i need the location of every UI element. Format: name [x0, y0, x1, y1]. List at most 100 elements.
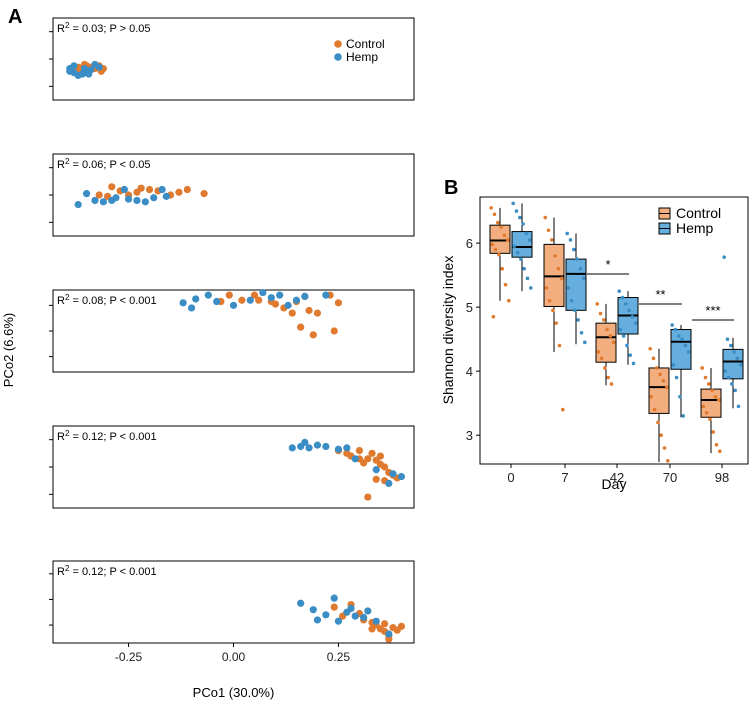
- control-jitter-point: [608, 334, 613, 338]
- hemp-jitter-point: [681, 414, 685, 418]
- control-jitter-point: [553, 254, 557, 258]
- hemp-jitter-point: [730, 382, 734, 386]
- control-point: [376, 452, 385, 460]
- hemp-jitter-point: [625, 343, 629, 348]
- hemp-point: [343, 444, 351, 452]
- control-jitter-point: [503, 282, 508, 287]
- control-point: [200, 190, 208, 198]
- hemp-jitter-point: [677, 334, 681, 338]
- hemp-jitter-point: [511, 201, 515, 206]
- control-point: [313, 309, 322, 317]
- control-point: [364, 493, 372, 501]
- control-point: [372, 475, 380, 483]
- control-jitter-point: [554, 321, 558, 325]
- control-jitter-point: [491, 314, 496, 319]
- hemp-point: [347, 604, 355, 613]
- control-jitter-point: [500, 266, 505, 271]
- control-point: [175, 188, 183, 196]
- panel-a-label: A: [8, 6, 22, 28]
- control-jitter-point: [505, 238, 510, 242]
- control-jitter-point: [557, 343, 562, 348]
- hemp-jitter-point: [671, 362, 676, 367]
- significance-label: *: [605, 257, 610, 272]
- hemp-point: [82, 190, 91, 198]
- hemp-jitter-point: [569, 298, 574, 303]
- control-point: [255, 296, 263, 304]
- control-jitter-point: [489, 206, 494, 210]
- stat-annotation: R2 = 0.06; P < 0.05: [57, 157, 151, 171]
- hemp-jitter-point: [722, 255, 726, 259]
- control-point: [225, 291, 233, 299]
- control-jitter-point: [550, 238, 554, 242]
- hemp-point: [288, 444, 296, 452]
- control-jitter-point: [606, 375, 610, 380]
- hemp-point: [246, 296, 254, 304]
- hemp-point: [351, 612, 359, 620]
- boxplot-frame: [479, 196, 749, 465]
- hemp-point: [259, 288, 267, 297]
- hemp-point: [192, 295, 200, 303]
- control-point: [355, 447, 364, 455]
- stat-annotation: R2 = 0.12; P < 0.001: [57, 564, 157, 578]
- hemp-point: [389, 470, 397, 478]
- hemp-jitter-point: [521, 222, 525, 226]
- hemp-point: [213, 297, 221, 306]
- hemp-point: [334, 617, 343, 625]
- control-point: [145, 185, 154, 194]
- y-tick-label: 3: [466, 428, 473, 443]
- hemp-jitter-point: [617, 289, 621, 293]
- x-tick-label: 0.00: [222, 650, 246, 664]
- control-point: [368, 449, 376, 457]
- hemp-jitter-point: [620, 295, 625, 300]
- hemp-jitter-point: [733, 388, 737, 393]
- hemp-point: [187, 304, 196, 312]
- control-jitter-point: [661, 378, 666, 383]
- hemp-jitter-point: [683, 343, 688, 348]
- hemp-jitter-point: [576, 318, 580, 322]
- control-jitter-point: [701, 404, 706, 409]
- hemp-jitter-point: [529, 286, 533, 290]
- x-axis-label: Day: [602, 476, 627, 492]
- hemp-jitter-point: [515, 250, 520, 255]
- hemp-point: [162, 192, 170, 200]
- hemp-point: [133, 196, 141, 205]
- hemp-point: [124, 195, 133, 203]
- hemp-point: [74, 200, 82, 209]
- hemp-point: [364, 607, 372, 615]
- control-jitter-point: [595, 302, 599, 306]
- hemp-point: [372, 617, 380, 625]
- control-point: [381, 620, 389, 628]
- x-tick-label: 0: [507, 470, 514, 485]
- control-jitter-point: [708, 417, 712, 421]
- x-axis-label: PCo1 (30.0%): [193, 685, 275, 700]
- control-jitter-point: [648, 346, 652, 351]
- hemp-jitter-point: [575, 257, 579, 261]
- hemp-jitter-point: [628, 353, 632, 357]
- hemp-jitter-point: [566, 286, 571, 290]
- control-point: [364, 455, 372, 463]
- hemp-point: [334, 445, 343, 453]
- hemp-jitter-point: [680, 337, 684, 341]
- hemp-jitter-point: [624, 302, 628, 306]
- hemp-point: [99, 198, 107, 206]
- stat-annotation: R2 = 0.03; P > 0.05: [57, 21, 151, 35]
- control-jitter-point: [490, 242, 495, 247]
- hemp-point: [120, 185, 128, 194]
- hemp-point: [158, 185, 166, 194]
- x-tick-label: -0.25: [115, 650, 143, 664]
- y-tick-label: 5: [466, 300, 473, 315]
- control-point: [305, 306, 313, 315]
- control-jitter-point: [497, 252, 501, 257]
- hemp-jitter-point: [729, 343, 733, 348]
- hemp-jitter-point: [633, 321, 638, 325]
- control-jitter-point: [703, 375, 708, 380]
- hemp-point: [85, 70, 93, 78]
- control-jitter-point: [596, 350, 601, 354]
- hemp-point: [305, 444, 313, 452]
- hemp-legend-label: Hemp: [346, 50, 378, 64]
- control-legend-label: Control: [676, 205, 721, 221]
- hemp-jitter-point: [725, 337, 730, 341]
- control-point: [108, 183, 116, 191]
